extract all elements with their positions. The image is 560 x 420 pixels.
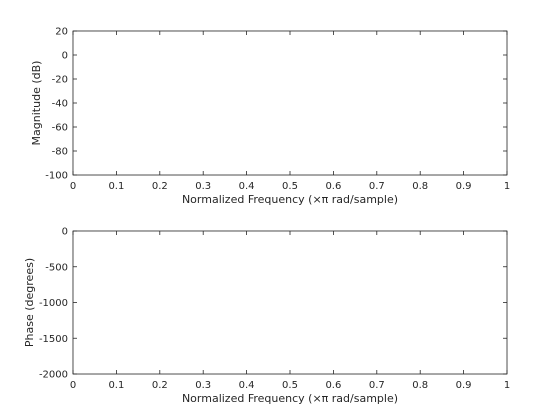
magnitude-x-tick-label: 0.9 [456, 181, 472, 192]
magnitude-axes: 0 0.1 0.2 0.3 0.4 0.5 0.6 0.7 0.8 0.9 1 -100 -80 -60 -… [30, 27, 510, 207]
phase-x-tick-label: 0.2 [152, 380, 168, 391]
phase-x-tick-label: 0.6 [325, 380, 341, 391]
magnitude-x-tick-label: 1 [504, 181, 510, 192]
phase-x-tick-label: 0.9 [456, 380, 472, 391]
magnitude-x-tick-label: 0.8 [412, 181, 428, 192]
magnitude-y-tick-label: 20 [55, 27, 68, 38]
magnitude-y-tick-label: -100 [45, 171, 68, 182]
phase-x-tick-label: 0.7 [369, 380, 385, 391]
phase-y-tick-label: -500 [45, 262, 68, 273]
phase-x-tick-label: 0.1 [108, 380, 124, 391]
magnitude-x-tick-label: 0 [70, 181, 76, 192]
phase-x-tick-label: 0.5 [282, 380, 298, 391]
phase-y-tick-label: 0 [62, 227, 68, 238]
magnitude-y-axis-label: Magnitude (dB) [30, 61, 43, 146]
phase-x-tick-label: 1 [504, 380, 510, 391]
magnitude-x-tick-label: 0.7 [369, 181, 385, 192]
magnitude-x-tick-label: 0.6 [325, 181, 341, 192]
phase-x-tick-label: 0.4 [239, 380, 255, 391]
magnitude-x-tick-label: 0.3 [195, 181, 211, 192]
magnitude-x-tick-label: 0.1 [108, 181, 124, 192]
phase-y-axis-label: Phase (degrees) [23, 258, 36, 347]
magnitude-y-tick-label: 0 [62, 51, 68, 62]
magnitude-y-tick-label: -60 [52, 123, 68, 134]
phase-axes: 0 0.1 0.2 0.3 0.4 0.5 0.6 0.7 0.8 0.9 1 -2000 -1500 -… [23, 227, 510, 406]
phase-y-tick-label: -1000 [39, 298, 68, 309]
phase-axes-box [72, 230, 508, 375]
magnitude-y-tick-label: -20 [52, 75, 68, 86]
magnitude-x-tick-label: 0.5 [282, 181, 298, 192]
magnitude-x-tick-label: 0.4 [239, 181, 255, 192]
phase-x-tick-label: 0.8 [412, 380, 428, 391]
phase-x-tick-label: 0 [70, 380, 76, 391]
magnitude-x-axis-label: Normalized Frequency (×π rad/sample) [182, 193, 398, 206]
magnitude-x-tick-label: 0.2 [152, 181, 168, 192]
phase-y-tick-label: -2000 [39, 370, 68, 381]
phase-x-axis-label: Normalized Frequency (×π rad/sample) [182, 392, 398, 405]
magnitude-y-tick-label: -80 [52, 147, 68, 158]
phase-y-tick-label: -1500 [39, 334, 68, 345]
magnitude-axes-box [72, 30, 508, 176]
phase-x-tick-label: 0.3 [195, 380, 211, 391]
magnitude-y-tick-label: -40 [52, 99, 68, 110]
